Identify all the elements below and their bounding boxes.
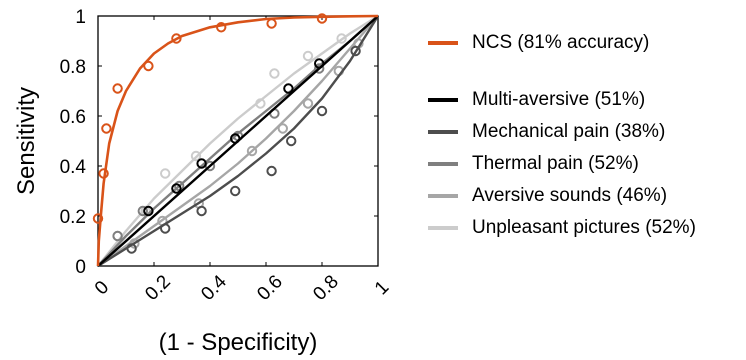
data-point xyxy=(160,168,171,179)
y-tick-label: 1 xyxy=(75,7,86,28)
y-tick-label: 0.6 xyxy=(60,107,86,128)
legend-label: NCS (81% accuracy) xyxy=(472,32,650,53)
data-point xyxy=(314,63,325,74)
series-group xyxy=(92,13,379,267)
series-group xyxy=(97,15,379,267)
data-point xyxy=(174,180,185,192)
data-point xyxy=(112,230,123,242)
legend-swatch xyxy=(428,226,458,230)
data-point xyxy=(255,98,266,109)
legend-item: Unpleasant pictures (52%) xyxy=(428,213,696,243)
legend-swatch xyxy=(428,41,458,45)
data-point xyxy=(126,243,137,254)
series-curve xyxy=(97,15,380,268)
data-point xyxy=(302,98,314,109)
data-point xyxy=(190,150,202,162)
legend-item: NCS (81% accuracy) xyxy=(428,28,649,58)
data-point xyxy=(143,60,154,72)
data-point xyxy=(316,13,328,24)
x-tick-label: 0.2 xyxy=(141,271,175,305)
legend-item: Aversive sounds (46%) xyxy=(428,181,667,211)
legend-label: Multi-aversive (51%) xyxy=(472,89,646,110)
legend-swatch xyxy=(428,162,458,166)
data-point xyxy=(171,33,182,44)
data-point xyxy=(277,123,288,134)
chart-legend: NCS (81% accuracy) Multi-aversive (51%) Me… xyxy=(428,0,746,360)
x-tick-label: 0.8 xyxy=(309,271,343,305)
x-tick-label: 0.6 xyxy=(253,271,287,305)
data-point xyxy=(171,183,182,194)
data-point xyxy=(350,45,361,57)
data-point xyxy=(246,145,258,157)
data-point xyxy=(269,68,280,79)
series-curve xyxy=(96,14,379,267)
legend-label: Unpleasant pictures (52%) xyxy=(472,217,696,238)
legend-swatch xyxy=(428,130,458,134)
y-tick-label: 0 xyxy=(75,257,86,278)
x-tick-label: 1 xyxy=(371,277,393,299)
data-point xyxy=(196,205,207,217)
legend-label: Thermal pain (52%) xyxy=(472,153,639,174)
series-curve xyxy=(97,15,379,267)
legend-swatch xyxy=(428,194,458,198)
legend-label: Aversive sounds (46%) xyxy=(472,185,668,206)
legend-item: Mechanical pain (38%) xyxy=(428,117,665,147)
data-point xyxy=(143,205,154,217)
plot-frame xyxy=(97,15,379,267)
data-point xyxy=(283,83,294,94)
y-tick-label: 0.2 xyxy=(60,207,86,228)
data-point xyxy=(302,50,314,62)
data-point xyxy=(137,205,149,217)
series-curve xyxy=(97,15,379,267)
series-group xyxy=(97,15,379,267)
y-tick-label: 0.4 xyxy=(60,157,87,178)
data-point xyxy=(98,168,109,179)
data-point xyxy=(314,58,325,69)
x-axis-label: (1 - Specificity) xyxy=(159,329,318,356)
data-point xyxy=(336,33,347,44)
data-point xyxy=(286,135,297,147)
data-point xyxy=(230,133,241,144)
data-point xyxy=(230,185,241,197)
series-group xyxy=(97,15,380,268)
legend-swatch xyxy=(428,98,458,102)
data-point xyxy=(266,165,277,177)
legend-item: Thermal pain (52%) xyxy=(428,149,639,179)
data-point xyxy=(101,123,112,134)
x-tick-label: 0 xyxy=(91,277,113,299)
data-point xyxy=(196,158,207,169)
data-point xyxy=(92,213,104,224)
y-axis-label: Sensitivity xyxy=(13,87,40,195)
data-point xyxy=(316,105,328,117)
data-point xyxy=(160,223,171,234)
data-point xyxy=(266,18,277,29)
y-tick-label: 0.8 xyxy=(60,57,86,78)
data-point xyxy=(112,83,123,94)
data-point xyxy=(216,22,227,33)
legend-item: Multi-aversive (51%) xyxy=(428,85,645,115)
x-tick-label: 0.4 xyxy=(197,271,231,305)
legend-label: Mechanical pain (38%) xyxy=(472,121,666,142)
